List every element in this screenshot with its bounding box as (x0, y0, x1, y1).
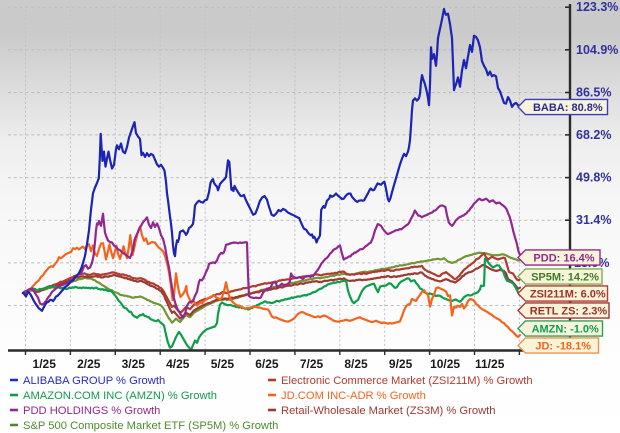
svg-text:PDD: 16.4%: PDD: 16.4% (533, 253, 594, 265)
svg-text:RETL ZS: 2.3%: RETL ZS: 2.3% (530, 306, 608, 318)
svg-text:104.9%: 104.9% (576, 43, 618, 57)
svg-text:86.5%: 86.5% (576, 86, 611, 100)
svg-text:4/25: 4/25 (166, 357, 190, 371)
svg-text:S&P 500 Composite Market ETF (: S&P 500 Composite Market ETF (SP5M) % Gr… (23, 420, 278, 432)
svg-text:JD.COM INC-ADR % Growth: JD.COM INC-ADR % Growth (281, 390, 426, 402)
svg-text:ZSI211M: 6.0%: ZSI211M: 6.0% (530, 289, 606, 301)
svg-text:8/25: 8/25 (344, 357, 368, 371)
svg-text:AMAZON.COM INC (AMZN) % Growth: AMAZON.COM INC (AMZN) % Growth (23, 390, 217, 402)
svg-text:ALIBABA GROUP % Growth: ALIBABA GROUP % Growth (23, 375, 165, 387)
svg-text:Electronic Commerce Market (ZS: Electronic Commerce Market (ZSI211M) % G… (281, 375, 533, 387)
svg-text:SP5M: 14.2%: SP5M: 14.2% (531, 272, 599, 284)
svg-text:BABA: 80.8%: BABA: 80.8% (533, 102, 603, 114)
svg-text:2/25: 2/25 (77, 357, 101, 371)
svg-text:10/25: 10/25 (430, 357, 460, 371)
svg-text:1/25: 1/25 (33, 357, 57, 371)
svg-text:PDD HOLDINGS % Growth: PDD HOLDINGS % Growth (23, 405, 160, 417)
svg-text:3/25: 3/25 (122, 357, 146, 371)
svg-text:5/25: 5/25 (211, 357, 235, 371)
svg-text:JD: -18.1%: JD: -18.1% (535, 341, 591, 353)
svg-text:AMZN: -1.0%: AMZN: -1.0% (532, 324, 599, 336)
svg-text:49.8%: 49.8% (576, 171, 611, 185)
svg-text:123.3%: 123.3% (576, 0, 618, 14)
svg-text:Retail-Wholesale Market (ZS3M): Retail-Wholesale Market (ZS3M) % Growth (281, 405, 495, 417)
svg-text:11/25: 11/25 (475, 357, 505, 371)
svg-text:68.2%: 68.2% (576, 128, 611, 142)
svg-text:31.4%: 31.4% (576, 213, 611, 227)
svg-text:9/25: 9/25 (389, 357, 413, 371)
svg-text:6/25: 6/25 (255, 357, 279, 371)
svg-text:7/25: 7/25 (300, 357, 324, 371)
